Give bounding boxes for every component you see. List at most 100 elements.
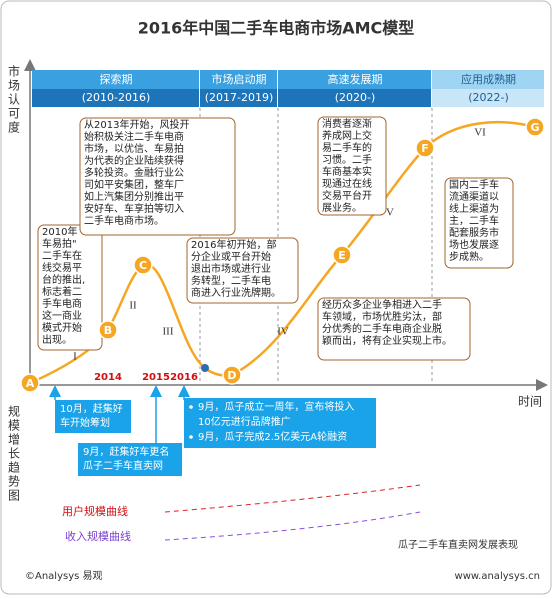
axis-label-char: 市 (8, 64, 20, 79)
phase-period: (2022-) (468, 91, 509, 104)
event-text: 10亿元进行品牌推广 (198, 415, 291, 428)
axis-label-char: 图 (8, 489, 20, 503)
callout-text: 二手车在 (42, 249, 82, 262)
callout-text: 线上渠道为 (449, 202, 499, 215)
phase-top (432, 70, 544, 89)
point-label: C (139, 259, 147, 272)
legend-label: 用户规模曲线 (62, 504, 128, 518)
axis-label-char: 度 (8, 120, 20, 135)
point-label: G (530, 121, 539, 134)
callout-text: 出现。 (42, 333, 72, 346)
legend-label: 收入规模曲线 (65, 529, 131, 543)
callout-text: 颖而出，将有企业实现上市。 (322, 334, 452, 347)
phase-bottom (278, 89, 431, 107)
callout-text: 手车电商 (42, 297, 82, 310)
callout-text: 分优秀的二手车电商企业脱 (322, 322, 442, 335)
axis-label-char: 场 (8, 79, 20, 93)
callout-text: 交易平台开 (322, 189, 372, 202)
phase-top (32, 70, 199, 89)
phase-period: (2017-2019) (205, 91, 274, 104)
axis-label-char: 规 (8, 404, 20, 419)
callout-text: 消费者逐渐 (322, 117, 372, 130)
callout-text: 司如平安集团，整车厂 (84, 178, 184, 191)
point-label: A (26, 377, 35, 390)
year-label: 2015 (142, 372, 170, 383)
callout-text: 模式开始 (42, 321, 82, 334)
callout-text: 线交易平 (42, 261, 82, 274)
callout-text: 主，二手车 (449, 214, 499, 227)
axis-label-char: 模 (8, 419, 20, 433)
callout-text: 现通过在线 (322, 177, 372, 190)
callout-box (37, 224, 103, 351)
callout-text: 2010年 (42, 225, 77, 238)
callout-box (317, 116, 387, 216)
phase-bottom (32, 89, 199, 107)
event-text: 9月，瓜子完成2.5亿美元A轮融资 (198, 430, 347, 443)
callout-text: 养成网上交 (322, 129, 372, 142)
callout-text: 多轮投资。金融行业公 (84, 166, 184, 179)
curve-point (20, 373, 40, 393)
phase-period: (2020-) (335, 91, 376, 104)
point-label: F (421, 142, 429, 155)
phase-bottom (432, 89, 544, 107)
stage-numeral: II (129, 300, 137, 312)
callout-text: 标志着二 (42, 285, 82, 298)
callout-text: 习惯。二手 (322, 153, 372, 166)
callout-text: 2016年初开始，部 (191, 238, 276, 251)
callout-text: 商进入行业洗牌期。 (191, 286, 281, 299)
curve-point (415, 138, 435, 158)
callout-text: 务转型，二手车电 (191, 274, 271, 287)
point-label: D (227, 369, 236, 382)
callout-box (186, 237, 299, 304)
curve-point (98, 320, 118, 340)
phase-bottom (200, 89, 277, 107)
stage-numeral: I (73, 351, 77, 363)
axis-label-char: 认 (8, 93, 20, 107)
event-text: 9月，瓜子成立一周年，宣布将投入 (198, 400, 354, 413)
year-label: 2014 (94, 372, 122, 383)
url: www.analysys.cn (455, 571, 540, 582)
callout-text: 从2013年开始，风投开 (84, 118, 189, 131)
stage-numeral: IV (277, 326, 289, 338)
stage-numeral: V (386, 207, 394, 219)
callout-text: 国内二手车 (449, 178, 499, 191)
year-label: 2016 (170, 372, 198, 383)
curve-point (332, 245, 352, 265)
event-text: 10月，赶集好 (60, 402, 123, 415)
callout-text: 流通渠道以 (449, 190, 499, 203)
title: 2016年中国二手车电商市场AMC模型 (138, 19, 415, 38)
callout-box (444, 177, 514, 269)
axis-label-char: 可 (8, 107, 20, 121)
phase-period: (2010-2016) (82, 91, 151, 104)
axis-label-char: 增 (8, 433, 20, 447)
callout-text: 展业务。 (322, 201, 362, 214)
phase-name: 应用成熟期 (461, 72, 516, 86)
callout-text: 车商基本实 (322, 165, 372, 178)
caption: 瓜子二手车直卖网发展表现 (398, 538, 518, 551)
event-box (55, 400, 131, 433)
callout-text: 车领域，市场优胜劣汰，部 (322, 310, 442, 323)
stage-numeral: VI (474, 127, 486, 139)
source: ©Analysys 易观 (25, 570, 103, 582)
bullet (189, 405, 193, 409)
curve-point (525, 117, 545, 137)
callout-text: 车易拍" (42, 237, 77, 250)
phase-name: 高速发展期 (328, 72, 383, 86)
phase-top (200, 70, 277, 89)
marker-dot (201, 364, 209, 372)
curve-point (133, 255, 153, 275)
callout-text: 为代表的企业陆续获得 (84, 154, 184, 167)
bullet (189, 435, 193, 439)
callout-text: 步成熟。 (449, 250, 489, 263)
callout-text: 始积极关注二手车电商 (84, 130, 184, 143)
point-label: E (338, 249, 346, 262)
event-text: 9月，赶集好车更名 (83, 445, 169, 458)
callout-text: 退出市场或进行业 (191, 262, 271, 275)
callout-text: 这一商业 (42, 309, 82, 322)
curve-point (222, 365, 242, 385)
callout-text: 分企业或平台开始 (191, 250, 271, 263)
callout-text: 如上汽集团分别推出平 (84, 190, 184, 203)
revenue-curve (164, 511, 421, 541)
